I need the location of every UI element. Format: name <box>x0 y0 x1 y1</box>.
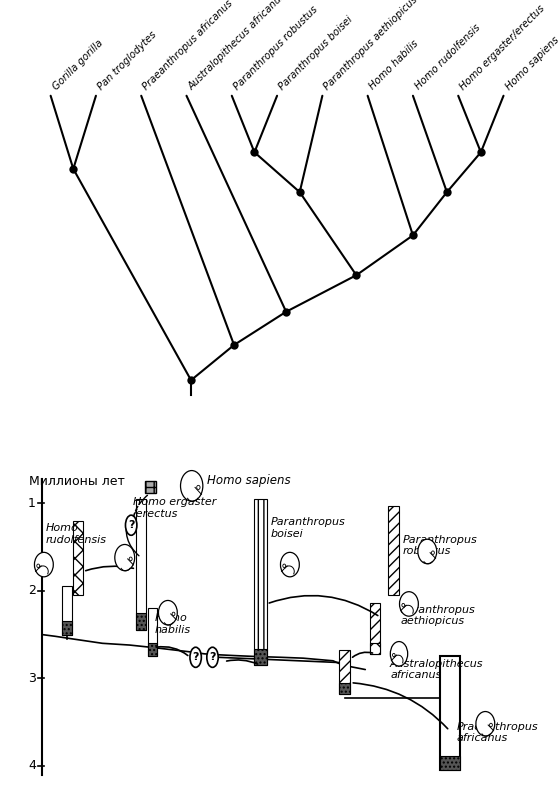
Ellipse shape <box>476 711 494 736</box>
Bar <box>440 657 460 770</box>
Text: Pan troglodytes: Pan troglodytes <box>96 29 158 92</box>
Bar <box>136 613 146 630</box>
Bar <box>147 643 157 657</box>
Text: 4: 4 <box>28 759 36 772</box>
Bar <box>144 482 156 493</box>
Text: Homo rudolfensis: Homo rudolfensis <box>413 22 482 92</box>
Bar <box>136 499 146 630</box>
Bar <box>62 586 72 634</box>
Text: ?: ? <box>128 520 134 530</box>
Ellipse shape <box>418 539 437 564</box>
Bar <box>339 682 351 694</box>
Ellipse shape <box>197 486 200 490</box>
Ellipse shape <box>129 557 132 561</box>
Text: Australopithecus
africanus: Australopithecus africanus <box>390 658 484 680</box>
Text: 2: 2 <box>28 584 36 598</box>
Text: Paranthropus aethiopicus: Paranthropus aethiopicus <box>323 0 420 92</box>
Bar <box>62 622 72 634</box>
Text: Australopithecus africanus: Australopithecus africanus <box>186 0 288 92</box>
Ellipse shape <box>281 552 299 577</box>
Text: Миллионы лет: Миллионы лет <box>29 475 125 488</box>
Ellipse shape <box>402 603 405 607</box>
Circle shape <box>125 515 137 535</box>
Bar <box>388 506 399 595</box>
Bar <box>254 499 267 665</box>
Text: Homo sapiens: Homo sapiens <box>207 474 290 487</box>
Bar <box>73 521 83 595</box>
Bar <box>339 650 351 694</box>
Text: Paranthropus
aethiopicus: Paranthropus aethiopicus <box>401 605 476 626</box>
Ellipse shape <box>35 552 53 577</box>
Text: Gorilla gorilla: Gorilla gorilla <box>50 38 105 92</box>
Ellipse shape <box>172 612 175 616</box>
Text: Homo habilis: Homo habilis <box>368 38 421 92</box>
Ellipse shape <box>432 551 435 554</box>
Text: Homo ergaster/erectus: Homo ergaster/erectus <box>458 3 547 92</box>
Text: ?: ? <box>193 652 199 662</box>
Bar <box>370 643 380 654</box>
Ellipse shape <box>158 601 178 625</box>
Text: 1: 1 <box>28 497 36 510</box>
Ellipse shape <box>37 564 40 567</box>
Text: Paranthropus boisei: Paranthropus boisei <box>277 14 354 92</box>
Bar <box>370 603 380 654</box>
Ellipse shape <box>180 470 203 501</box>
Ellipse shape <box>393 654 395 657</box>
Text: ?: ? <box>209 652 216 662</box>
Text: 3: 3 <box>28 672 36 685</box>
Text: Paranthropus
boisei: Paranthropus boisei <box>271 517 346 538</box>
Text: Homo
rudolfensis: Homo rudolfensis <box>46 523 107 545</box>
Ellipse shape <box>399 592 418 616</box>
Ellipse shape <box>115 545 134 570</box>
Bar <box>440 756 460 770</box>
Ellipse shape <box>390 642 408 666</box>
Text: Homo sapiens: Homo sapiens <box>503 34 560 92</box>
Text: Homo
habilis: Homo habilis <box>155 614 190 635</box>
Text: Praeanthropus
africanus: Praeanthropus africanus <box>457 722 539 743</box>
Text: Paranthropus robustus: Paranthropus robustus <box>232 4 320 92</box>
Text: Paranthropus
robustus: Paranthropus robustus <box>403 534 477 556</box>
Bar <box>147 608 157 657</box>
Ellipse shape <box>283 564 286 567</box>
Text: Praeanthropus africanus: Praeanthropus africanus <box>141 0 235 92</box>
Circle shape <box>190 647 202 667</box>
Circle shape <box>207 647 218 667</box>
Text: Homo ergaster
/erectus: Homo ergaster /erectus <box>133 497 217 518</box>
Ellipse shape <box>489 723 492 726</box>
Bar <box>254 650 267 665</box>
